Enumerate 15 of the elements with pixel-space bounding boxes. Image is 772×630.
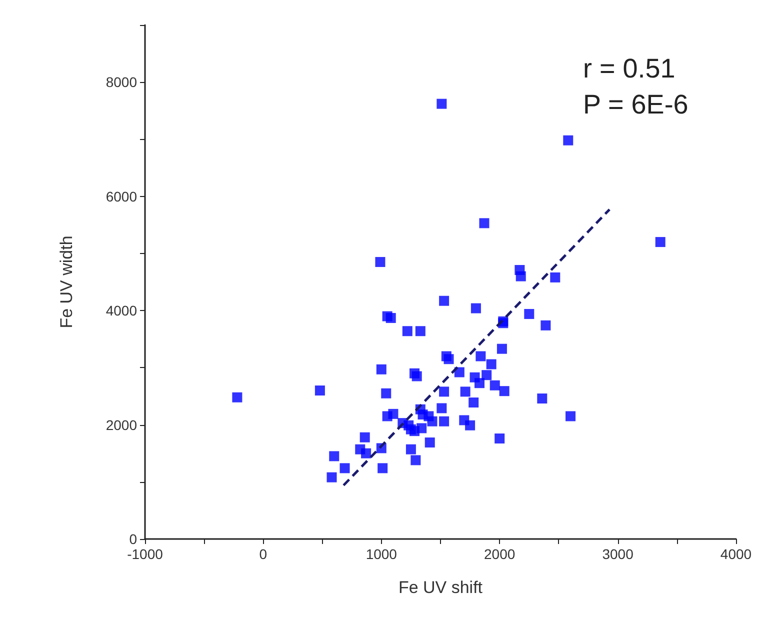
- y-tick-label: 2000: [106, 416, 138, 433]
- x-tick-label: 0: [259, 546, 268, 562]
- annotation: r = 0.51: [583, 54, 676, 84]
- y-tick-label: 8000: [106, 74, 138, 90]
- y-axis-title: Fe UV width: [57, 236, 76, 328]
- x-tick-label: 1000: [366, 546, 398, 562]
- y-tick-label: 4000: [106, 302, 138, 319]
- x-tick-label: 3000: [602, 546, 634, 562]
- x-tick-label: 2000: [484, 546, 516, 562]
- x-tick-label: 4000: [720, 546, 752, 562]
- x-tick-label: -1000: [127, 546, 164, 562]
- y-tick-label: 6000: [106, 188, 138, 204]
- y-tick-label: 0: [129, 531, 138, 547]
- annotation: P = 6E-6: [583, 90, 688, 120]
- x-axis-title: Fe UV shift: [398, 578, 483, 597]
